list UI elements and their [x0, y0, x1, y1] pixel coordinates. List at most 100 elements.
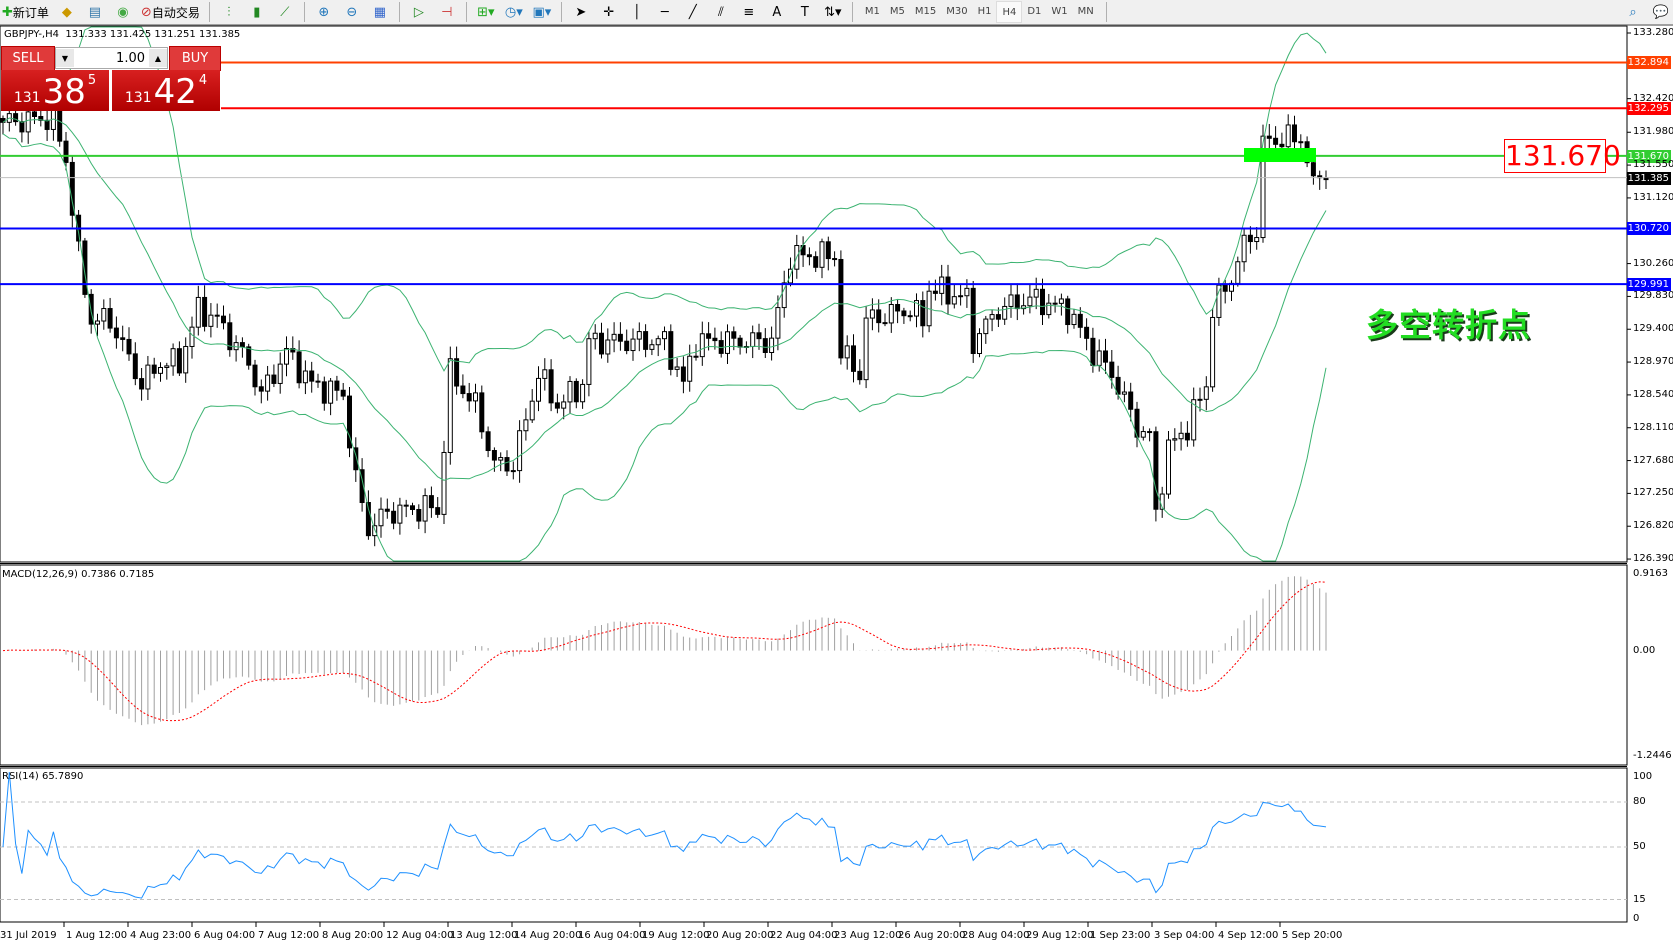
- candle-body: [183, 345, 189, 374]
- candle-body: [914, 300, 919, 317]
- arrows-button[interactable]: ⇅▾: [821, 2, 845, 22]
- candle: [901, 307, 907, 324]
- timeframe-h1[interactable]: H1: [977, 5, 992, 17]
- candle: [1058, 293, 1064, 316]
- chat-icon: 💬: [1652, 4, 1670, 20]
- time-axis-label: 23 Aug 12:00: [834, 930, 902, 941]
- candle-body: [825, 241, 831, 260]
- zoom-in-icon: ⊕: [318, 4, 330, 20]
- line-chart-button[interactable]: ⟋: [273, 2, 297, 22]
- templates-button[interactable]: ▣▾: [530, 2, 554, 22]
- candle: [970, 280, 976, 363]
- candle: [176, 341, 182, 376]
- time-axis-label: 14 Aug 20:00: [514, 930, 582, 941]
- candle-body: [1058, 298, 1064, 304]
- candle-body: [1071, 313, 1077, 326]
- signals-button[interactable]: ◉: [111, 2, 135, 22]
- increase-lot-button[interactable]: ▲: [149, 49, 167, 67]
- timeframe-d1[interactable]: D1: [1027, 5, 1042, 17]
- text-button[interactable]: A: [765, 2, 789, 22]
- candle: [403, 499, 409, 518]
- buy-button[interactable]: BUY: [169, 46, 221, 71]
- candle: [1002, 297, 1008, 325]
- lot-size-input[interactable]: 1.00: [116, 50, 145, 66]
- candle: [221, 305, 226, 330]
- candle: [1172, 428, 1178, 451]
- level-price-tag[interactable]: 132.295: [1627, 102, 1671, 116]
- candle: [769, 326, 775, 361]
- timeframe-w1[interactable]: W1: [1051, 5, 1068, 17]
- periods-button[interactable]: ◷▾: [502, 2, 526, 22]
- candle-body: [1033, 288, 1039, 298]
- candle-body: [252, 364, 258, 388]
- vertical-line-button[interactable]: │: [625, 2, 649, 22]
- lot-size-stepper[interactable]: ▼ 1.00 ▲: [55, 47, 168, 69]
- chart-shift-button[interactable]: ⊣: [435, 2, 459, 22]
- navigator-button[interactable]: ▤: [83, 2, 107, 22]
- candle-body: [1210, 316, 1216, 388]
- candle: [920, 291, 926, 338]
- candle: [945, 264, 951, 315]
- zoom-out-icon: ⊖: [346, 4, 358, 20]
- rsi-axis-label: 0: [1633, 913, 1640, 924]
- new-order-button[interactable]: ✚ 新订单: [2, 4, 49, 20]
- zoom-out-button[interactable]: ⊖: [340, 2, 364, 22]
- current-price-tag: 131.385: [1627, 171, 1671, 185]
- timeframe-m1[interactable]: M1: [864, 5, 880, 17]
- tile-windows-button[interactable]: ▦: [368, 2, 392, 22]
- candle: [876, 299, 882, 333]
- candle-body: [1128, 391, 1134, 410]
- candle-body: [1279, 143, 1285, 148]
- level-price-tag[interactable]: 132.894: [1627, 56, 1671, 70]
- candle-body: [384, 508, 390, 512]
- price-axis-label: 131.550: [1633, 159, 1673, 171]
- level-price-tag[interactable]: 129.991: [1627, 278, 1671, 292]
- candle-body: [655, 338, 661, 346]
- timeframe-mn[interactable]: MN: [1077, 5, 1094, 17]
- candle: [1216, 277, 1222, 326]
- candle: [384, 498, 390, 519]
- sell-button[interactable]: SELL: [1, 46, 55, 71]
- fibonacci-button[interactable]: ≡: [737, 2, 761, 22]
- candle-body: [1077, 313, 1083, 328]
- candlestick-button[interactable]: ▮: [245, 2, 269, 22]
- market-watch-button[interactable]: ◆: [55, 2, 79, 22]
- level-price-tag[interactable]: 130.720: [1627, 222, 1671, 236]
- price-annotation-label[interactable]: 131.670: [1504, 139, 1621, 173]
- timeframe-m30[interactable]: M30: [946, 5, 968, 17]
- level-price-tag[interactable]: 131.670: [1627, 149, 1671, 163]
- candle-body: [365, 502, 371, 537]
- crosshair-button[interactable]: ✛: [597, 2, 621, 22]
- text-label-button[interactable]: T: [793, 2, 817, 22]
- autoscroll-button[interactable]: ▷: [407, 2, 431, 22]
- zoom-in-button[interactable]: ⊕: [312, 2, 336, 22]
- decrease-lot-button[interactable]: ▼: [56, 49, 74, 67]
- auto-trading-button[interactable]: ⊘ 自动交易: [140, 4, 200, 20]
- search-icon: ⌕: [1629, 4, 1637, 20]
- candle: [882, 313, 888, 327]
- reversal-point-annotation[interactable]: 多空转折点: [1366, 306, 1532, 344]
- ask-price[interactable]: 131 42 4: [112, 70, 220, 111]
- price-axis-label: 133.280: [1633, 27, 1673, 38]
- timeframe-h4[interactable]: H4: [996, 1, 1023, 23]
- timeframe-m5[interactable]: M5: [889, 5, 905, 17]
- horizontal-line-button[interactable]: ─: [653, 2, 677, 22]
- timeframe-m15[interactable]: M15: [914, 5, 937, 17]
- candle: [592, 324, 598, 350]
- candle: [466, 382, 472, 412]
- trendline-button[interactable]: ╱: [681, 2, 705, 22]
- candle: [107, 297, 113, 333]
- candle: [63, 132, 69, 171]
- text-label-icon: T: [800, 4, 809, 20]
- bid-price[interactable]: 131 38 5: [1, 70, 109, 111]
- candle: [410, 502, 415, 516]
- indicators-button[interactable]: ⊞▾: [474, 2, 498, 22]
- candle-body: [1052, 302, 1058, 305]
- equidistant-channel-button[interactable]: ⫽: [709, 2, 733, 22]
- chat-button[interactable]: 💬: [1649, 2, 1673, 22]
- separator: [208, 2, 210, 22]
- bar-chart-button[interactable]: ⫶: [217, 2, 241, 22]
- search-button[interactable]: ⌕: [1621, 2, 1645, 22]
- cursor-button[interactable]: ➤: [569, 2, 593, 22]
